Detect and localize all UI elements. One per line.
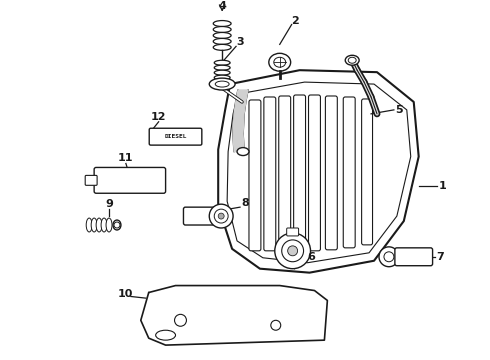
Ellipse shape: [113, 220, 121, 230]
Ellipse shape: [269, 53, 291, 71]
FancyBboxPatch shape: [183, 207, 219, 225]
Polygon shape: [141, 285, 327, 345]
Ellipse shape: [209, 78, 235, 90]
Text: 10: 10: [117, 289, 133, 300]
FancyBboxPatch shape: [85, 175, 97, 185]
Ellipse shape: [213, 44, 231, 50]
Text: 7: 7: [437, 252, 444, 262]
FancyBboxPatch shape: [343, 97, 355, 248]
Text: 4: 4: [218, 1, 226, 11]
Circle shape: [384, 252, 394, 262]
FancyBboxPatch shape: [149, 128, 202, 145]
Circle shape: [114, 222, 120, 228]
FancyBboxPatch shape: [294, 95, 306, 251]
Ellipse shape: [214, 65, 230, 70]
Circle shape: [271, 320, 281, 330]
Ellipse shape: [274, 57, 286, 67]
Circle shape: [174, 314, 186, 326]
FancyBboxPatch shape: [279, 96, 291, 251]
FancyBboxPatch shape: [287, 228, 298, 236]
Text: 3: 3: [236, 37, 244, 48]
Text: 6: 6: [308, 252, 316, 262]
FancyBboxPatch shape: [362, 99, 372, 245]
Polygon shape: [233, 90, 248, 152]
Ellipse shape: [215, 81, 229, 87]
Ellipse shape: [213, 27, 231, 32]
Circle shape: [288, 246, 297, 256]
Ellipse shape: [213, 39, 231, 44]
Ellipse shape: [214, 75, 230, 80]
Text: 8: 8: [241, 198, 249, 208]
Circle shape: [275, 233, 311, 269]
Ellipse shape: [101, 218, 107, 232]
Text: 11: 11: [118, 153, 134, 162]
Circle shape: [282, 240, 304, 262]
Ellipse shape: [237, 148, 249, 156]
Ellipse shape: [91, 218, 97, 232]
FancyBboxPatch shape: [264, 97, 276, 251]
Text: 5: 5: [395, 105, 403, 115]
FancyBboxPatch shape: [325, 96, 337, 250]
FancyBboxPatch shape: [94, 167, 166, 193]
FancyBboxPatch shape: [309, 95, 320, 251]
Ellipse shape: [86, 218, 92, 232]
Ellipse shape: [106, 218, 112, 232]
Text: 12: 12: [151, 112, 167, 122]
Text: DIESEL: DIESEL: [164, 134, 187, 139]
Ellipse shape: [214, 70, 230, 75]
FancyBboxPatch shape: [395, 248, 433, 266]
Text: 9: 9: [105, 199, 113, 209]
Ellipse shape: [96, 218, 102, 232]
FancyBboxPatch shape: [249, 100, 261, 251]
Ellipse shape: [345, 55, 359, 65]
Ellipse shape: [348, 57, 356, 63]
Circle shape: [214, 209, 228, 223]
Ellipse shape: [213, 21, 231, 27]
Ellipse shape: [214, 60, 230, 65]
Ellipse shape: [156, 330, 175, 340]
Ellipse shape: [213, 32, 231, 39]
Circle shape: [218, 213, 224, 219]
Text: 1: 1: [439, 181, 446, 191]
Circle shape: [379, 247, 399, 267]
Text: 2: 2: [291, 15, 298, 26]
Circle shape: [209, 204, 233, 228]
